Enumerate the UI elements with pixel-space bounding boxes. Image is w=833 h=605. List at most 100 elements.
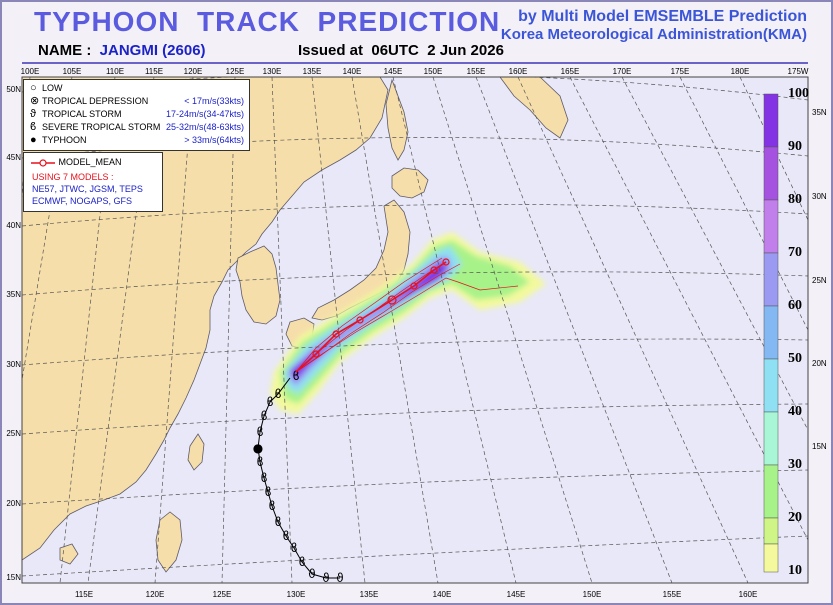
lon-label: 155E: [467, 67, 486, 76]
mean-point: [312, 350, 320, 358]
lat-label: 45N: [6, 153, 21, 162]
colorbar-segment: [763, 411, 779, 466]
severe-tropical-storm-icon: ϐ: [290, 541, 297, 555]
meridian-140e: [351, 77, 439, 583]
top-lon-labels: 100E 105E 110E 115E 120E 125E 130E 135E …: [21, 67, 809, 76]
typhoon-name-row: NAME : JANGMI (2606): [38, 42, 206, 59]
severe-tropical-storm-icon: ϐ: [260, 409, 267, 423]
page-title: TYPHOON TRACK PREDICTION: [34, 6, 501, 37]
model-mean-label: MODEL_MEAN: [58, 157, 122, 167]
lat-label: 20N: [812, 359, 827, 368]
meridian-125e: [221, 77, 236, 583]
legend-row-td: ⊗ TROPICAL DEPRESSION: [30, 95, 148, 107]
lon-label: 120E: [184, 67, 203, 76]
lat-label: 25N: [6, 429, 21, 438]
lon-label: 115E: [75, 590, 93, 599]
colorbar-label: 20: [788, 510, 802, 525]
lon-label: 120E: [146, 590, 165, 599]
plume-band-90: [290, 262, 446, 380]
lat-label: 20N: [6, 499, 21, 508]
lon-label: 150E: [583, 590, 602, 599]
lon-label: 130E: [287, 590, 306, 599]
severe-tropical-storm-icon: ϐ: [30, 121, 37, 133]
lat-label: 15N: [6, 573, 21, 582]
low-icon: ○: [30, 82, 37, 94]
lon-label: 160E: [509, 67, 528, 76]
severe-tropical-storm-icon: ϐ: [264, 485, 271, 499]
severe-tropical-storm-icon: ϐ: [256, 455, 263, 469]
mean-point: [332, 330, 340, 338]
colorbar-label: 90: [788, 139, 802, 154]
lon-label: 125E: [226, 67, 245, 76]
legend-speed: > 33m/s(64kts): [184, 135, 244, 145]
parallel-15n: [22, 535, 808, 577]
tropical-storm-icon: ϑ: [308, 567, 315, 581]
lat-label: 35N: [6, 290, 21, 299]
land-kamchatka: [499, 77, 569, 139]
model-track: [295, 277, 519, 373]
severe-tropical-storm-icon: ϐ: [274, 387, 281, 401]
model-mean-markers: [312, 258, 450, 358]
lat-lon-grid: [22, 77, 808, 583]
colorbar-label: 80: [788, 192, 802, 207]
legend-speed: 25-32m/s(48-63kts): [165, 122, 244, 132]
lat-label: 50N: [6, 85, 21, 94]
land-sakhalin: [385, 78, 409, 161]
right-lat-labels: 35N 30N 25N 20N 15N: [812, 108, 827, 451]
credit-line-2: Korea Meteorological Administration(KMA): [500, 26, 807, 43]
meridian-120e: [154, 77, 194, 583]
lon-label: 165E: [561, 67, 580, 76]
issued-time: Issued at 06UTC 2 Jun 2026: [298, 42, 504, 59]
lon-label: 125E: [213, 590, 232, 599]
legend-label: SEVERE TROPICAL STORM: [42, 122, 161, 132]
lon-label: 110E: [106, 67, 124, 76]
land-taiwan: [187, 433, 205, 471]
lon-label: 180E: [731, 67, 750, 76]
mean-point: [356, 316, 364, 324]
colorbar-label: 50: [788, 351, 802, 366]
intensity-legend: ○ LOW ⊗ TROPICAL DEPRESSION < 17m/s(33kts)…: [23, 79, 250, 151]
mean-point: [410, 282, 418, 290]
land-philippines: [155, 511, 183, 573]
typhoon-icon: ●: [30, 134, 37, 146]
meridian-150e: [432, 77, 593, 583]
colorbar-segment: [763, 252, 779, 307]
land-hainan: [59, 543, 79, 565]
lon-label: 135E: [360, 590, 379, 599]
colorbar-label: 30: [788, 457, 802, 472]
tropical-storm-icon: ϑ: [336, 571, 343, 585]
legend-row-sts: ϐ SEVERE TROPICAL STORM: [30, 121, 160, 133]
map-border: [21, 76, 809, 584]
lon-label: 170E: [613, 67, 632, 76]
lon-label: 140E: [433, 590, 452, 599]
colorbar-segment: [763, 358, 779, 413]
plume-band-30: [280, 240, 530, 404]
colorbar-label: 60: [788, 298, 802, 313]
severe-tropical-storm-icon: ϐ: [298, 555, 305, 569]
meridian-145e: [392, 77, 517, 583]
severe-tropical-storm-icon: ϐ: [282, 529, 289, 543]
lon-label: 145E: [507, 590, 526, 599]
lat-label: 30N: [6, 360, 21, 369]
legend-label: TROPICAL STORM: [42, 109, 122, 119]
credit-line-1: by Multi Model EMSEMBLE Prediction: [518, 8, 807, 25]
name-label: NAME :: [38, 42, 92, 59]
legend-row-ty: ● TYPHOON: [30, 134, 87, 146]
observed-track-markers: ϑ ϑ ϑ ϐ ϐ ϐ ϐ ϐ ϐ ϐ ϐ ● ϐ ϐ ϐ ϐ ϐ: [253, 369, 344, 585]
tropical-storm-icon: ϑ: [30, 108, 37, 120]
parallel-30n: [22, 338, 808, 366]
models-line-2: ECMWF, NOGAPS, GFS: [32, 196, 133, 206]
legend-label: TYPHOON: [42, 135, 87, 145]
meridian-160e: [517, 77, 749, 583]
legend-speed: 17-24m/s(34-47kts): [165, 109, 244, 119]
mean-point: [387, 295, 397, 305]
colorbar-segment: [763, 464, 779, 519]
probability-colorbar: [763, 93, 779, 573]
typhoon-icon: ●: [253, 441, 263, 455]
lon-label: 160E: [739, 590, 758, 599]
lon-label: 100E: [21, 67, 40, 76]
lat-label: 25N: [812, 276, 827, 285]
colorbar-segment: [763, 517, 779, 545]
meridian-175e: [679, 77, 808, 331]
colorbar-label: 40: [788, 404, 802, 419]
